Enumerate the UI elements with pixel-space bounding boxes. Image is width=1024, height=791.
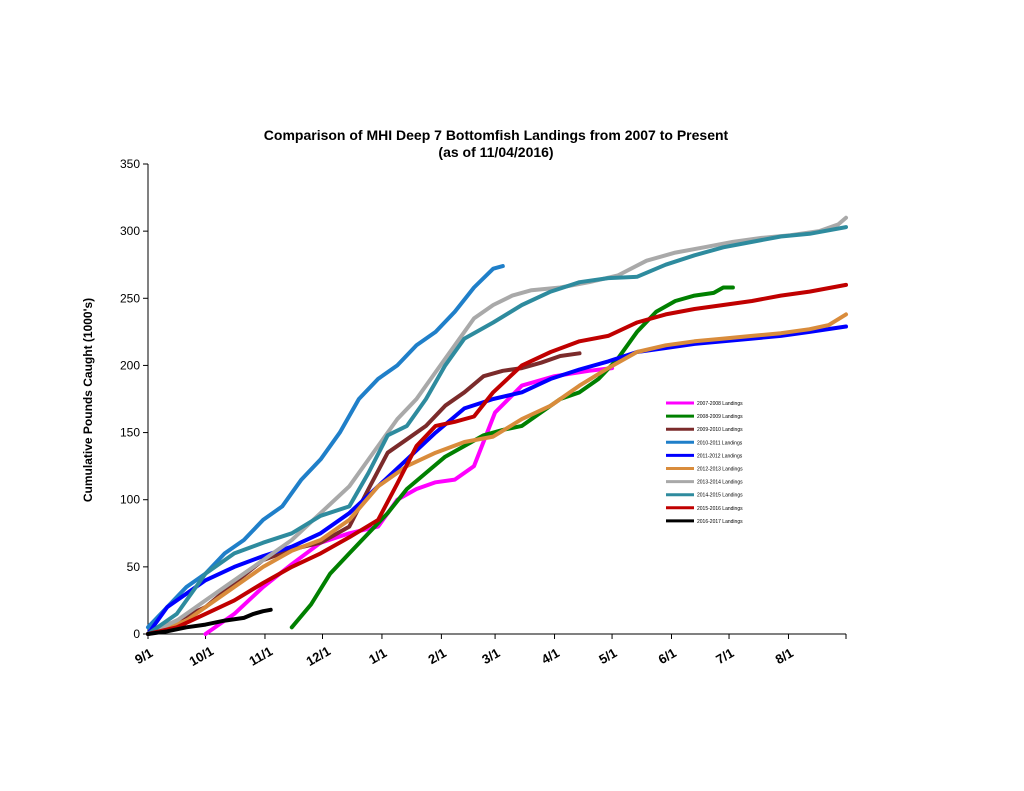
y-tick-label: 250	[120, 291, 140, 305]
y-tick-label: 0	[133, 627, 140, 641]
series-lines	[146, 215, 848, 636]
series-line	[146, 312, 848, 636]
legend: 2007-2008 Landings 2008-2009 Landings 2009…	[666, 401, 743, 525]
legend-label: 2008-2009 Landings	[697, 414, 743, 420]
series-line	[146, 282, 848, 636]
chart-title: Comparison of MHI Deep 7 Bottomfish Land…	[264, 127, 729, 143]
legend-label: 2016-2017 Landings	[697, 519, 743, 525]
y-tick-label: 300	[120, 224, 140, 238]
legend-label: 2007-2008 Landings	[697, 401, 743, 407]
series-line	[146, 215, 848, 636]
legend-label: 2012-2013 Landings	[697, 467, 743, 473]
chart-subtitle: (as of 11/04/2016)	[438, 144, 553, 160]
y-tick-label: 200	[120, 358, 140, 372]
legend-label: 2013-2014 Landings	[697, 480, 743, 486]
y-tick-label: 50	[127, 560, 141, 574]
legend-label: 2014-2015 Landings	[697, 493, 743, 499]
y-tick-label: 100	[120, 493, 140, 507]
series-line	[146, 324, 848, 636]
legend-label: 2009-2010 Landings	[697, 427, 743, 433]
legend-label: 2011-2012 Landings	[697, 453, 743, 459]
legend-label: 2015-2016 Landings	[697, 506, 743, 512]
series-line	[146, 225, 848, 636]
y-tick-label: 150	[120, 426, 140, 440]
y-tick-label: 350	[120, 157, 140, 171]
series-line	[289, 285, 735, 630]
y-axis-label: Cumulative Pounds Caught (1000's)	[81, 298, 95, 502]
legend-label: 2010-2011 Landings	[697, 440, 743, 446]
series-line	[146, 607, 273, 636]
